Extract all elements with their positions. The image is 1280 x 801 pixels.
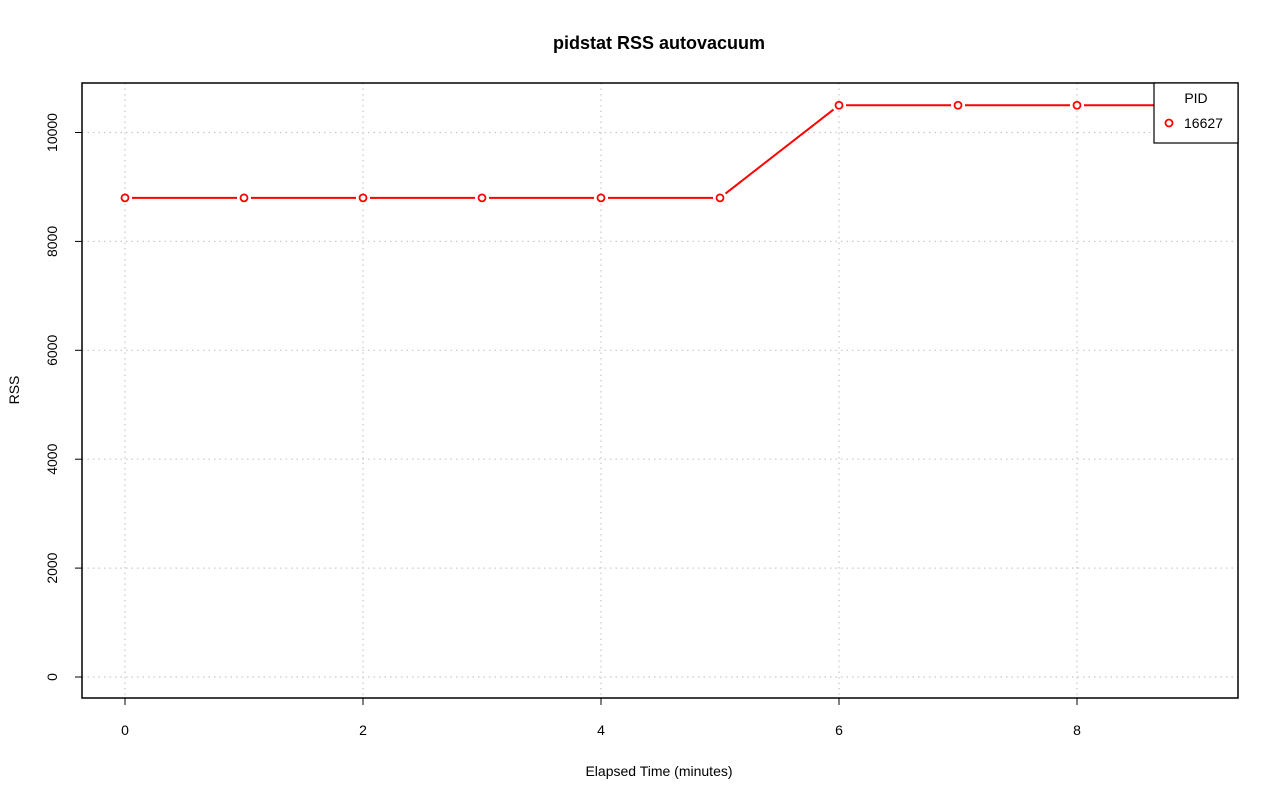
series-layer: [120, 100, 1201, 203]
x-tick-label: 2: [359, 722, 367, 738]
legend-box: [1153, 82, 1239, 144]
y-tick-label: 2000: [44, 552, 60, 583]
series-line-segment: [724, 108, 835, 195]
data-point: [953, 100, 963, 110]
y-axis-label: RSS: [6, 376, 22, 405]
grid: [82, 83, 1238, 698]
x-tick-label: 0: [121, 722, 129, 738]
x-axis-label: Elapsed Time (minutes): [585, 763, 732, 779]
x-axis: 0 2 4 6 8: [121, 698, 1081, 738]
data-point: [1072, 100, 1082, 110]
data-point: [477, 193, 487, 203]
x-tick-label: 8: [1073, 722, 1081, 738]
data-point: [834, 100, 844, 110]
y-tick-label: 8000: [44, 226, 60, 257]
legend-entry-label: 16627: [1184, 115, 1223, 131]
y-tick-label: 6000: [44, 335, 60, 366]
y-tick-label: 10000: [44, 113, 60, 152]
legend: PID 16627: [1153, 82, 1239, 144]
data-point: [120, 193, 130, 203]
plot-frame: [81, 82, 1239, 699]
data-point: [715, 193, 725, 203]
data-point: [596, 193, 606, 203]
y-tick-label: 4000: [44, 443, 60, 474]
x-tick-label: 4: [597, 722, 605, 738]
legend-title: PID: [1184, 90, 1207, 106]
y-axis: 0 2000 4000 6000 8000 10000: [44, 113, 82, 681]
data-point: [239, 193, 249, 203]
legend-marker: [1164, 118, 1174, 128]
y-tick-label: 0: [44, 673, 60, 681]
x-tick-label: 6: [835, 722, 843, 738]
chart-title: pidstat RSS autovacuum: [553, 33, 765, 53]
data-point: [358, 193, 368, 203]
